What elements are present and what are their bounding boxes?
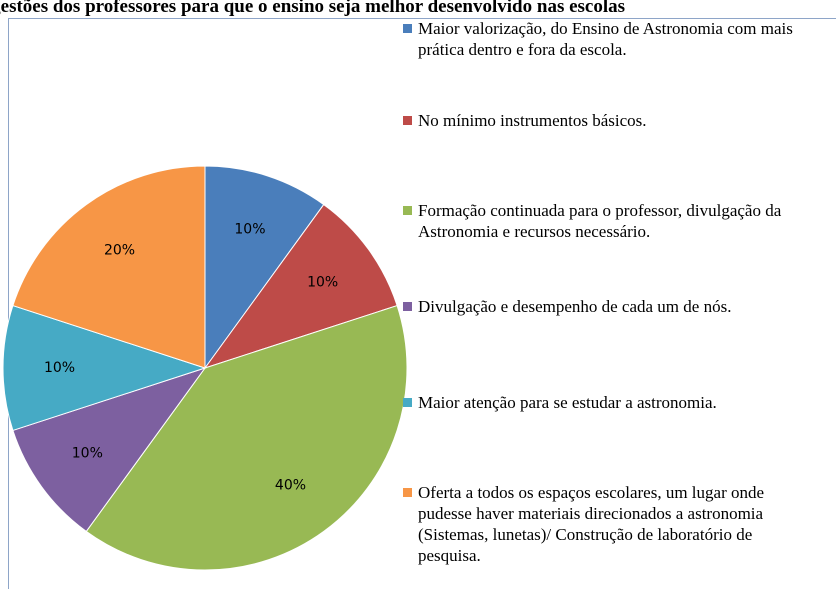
- legend-item: Divulgação e desempenho de cada um de nó…: [403, 296, 833, 317]
- pie-slice: [2, 304, 207, 432]
- legend-swatch: [403, 206, 412, 215]
- chart-title: Sugestões dos professores para que o ens…: [0, 0, 626, 17]
- legend-label: Formação continuada para o professor, di…: [418, 201, 782, 241]
- legend-swatch: [403, 398, 412, 407]
- legend-item: Formação continuada para o professor, di…: [403, 200, 833, 242]
- legend-item: Maior atenção para se estudar a astronom…: [403, 392, 833, 413]
- legend-item: Oferta a todos os espaços escolares, um …: [403, 482, 833, 566]
- pie-slice: [12, 165, 206, 369]
- data-label: 40%: [275, 478, 306, 494]
- data-label: 10%: [234, 222, 265, 238]
- data-label: 10%: [72, 445, 103, 461]
- data-label: 20%: [104, 242, 135, 258]
- data-label: 10%: [44, 360, 75, 376]
- legend-label: Maior valorização, do Ensino de Astronom…: [418, 19, 793, 59]
- pie-slice: [203, 203, 398, 369]
- pie-slice: [12, 367, 207, 533]
- legend-label: Maior atenção para se estudar a astronom…: [418, 393, 717, 412]
- legend-swatch: [403, 116, 412, 125]
- legend-swatch: [403, 488, 412, 497]
- pie-slice: [204, 165, 325, 370]
- legend-item: No mínimo instrumentos básicos.: [403, 110, 833, 131]
- legend-item: Maior valorização, do Ensino de Astronom…: [403, 18, 833, 60]
- plot-frame: [8, 18, 836, 589]
- legend-label: No mínimo instrumentos básicos.: [418, 111, 647, 130]
- data-label: 10%: [307, 275, 338, 291]
- legend-label: Divulgação e desempenho de cada um de nó…: [418, 297, 732, 316]
- legend-label: Oferta a todos os espaços escolares, um …: [418, 483, 765, 565]
- pie-slice: [85, 304, 408, 571]
- legend-swatch: [403, 302, 412, 311]
- legend-swatch: [403, 24, 412, 33]
